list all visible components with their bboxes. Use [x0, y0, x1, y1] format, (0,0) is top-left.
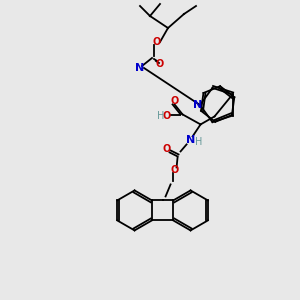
Text: O: O [170, 96, 179, 106]
Text: N: N [135, 63, 145, 73]
Text: H: H [195, 137, 202, 147]
Text: O: O [162, 144, 171, 154]
Text: N: N [186, 135, 195, 146]
Text: O: O [153, 37, 161, 47]
Text: O: O [170, 165, 179, 176]
Text: O: O [156, 59, 164, 69]
Text: N: N [194, 100, 202, 110]
Text: O: O [162, 111, 171, 122]
Text: H: H [157, 111, 164, 122]
